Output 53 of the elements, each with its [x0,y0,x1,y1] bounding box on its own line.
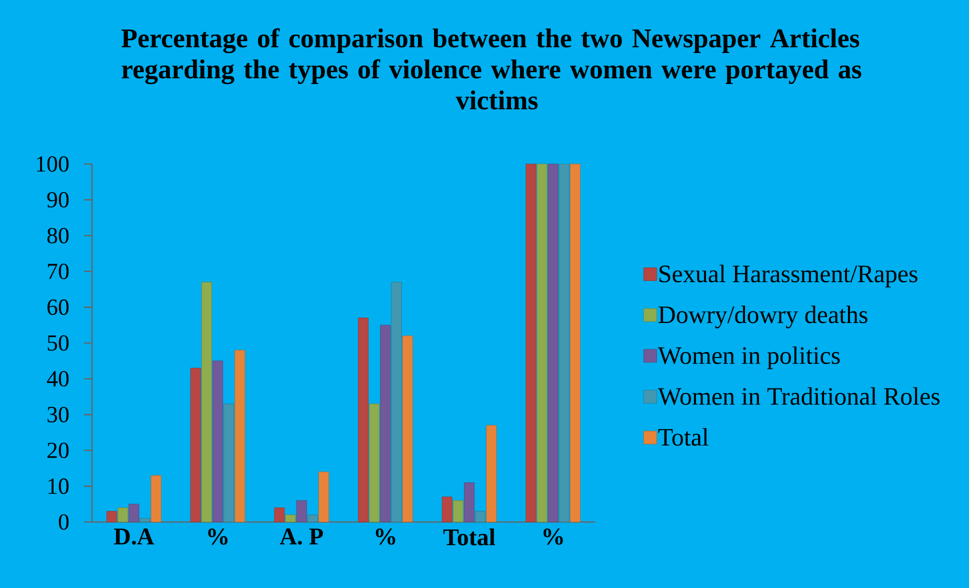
y-tick-label: 80 [47,228,69,244]
bar [106,511,118,522]
bar [526,164,536,522]
bar [570,164,580,522]
x-tick-label: A. P [280,528,323,545]
x-tick-label: D.A [114,528,154,545]
legend-label: Total [658,428,708,446]
bar [128,504,140,522]
bar [380,324,391,522]
bar [190,368,201,522]
bar [150,475,162,522]
y-tick-label: 40 [46,371,69,387]
x-tick-label: % [208,528,228,545]
bar [224,404,234,522]
bar [475,511,486,522]
bar [369,404,380,522]
y-tick-label: 70 [48,264,69,280]
y-tick-label: 30 [48,406,69,422]
bar [558,164,570,522]
bar [464,482,474,522]
x-tick-label: % [544,528,563,545]
y-tick-label: 20 [47,442,69,458]
bar [274,507,285,522]
chart-title: Percentage of comparison between the two Newspaper Articles regarding the types of violence where women were portayed as victims [121,28,862,110]
x-tick-label: Total [443,528,496,546]
bar [486,425,497,522]
legend-label: Dowry/dowry deaths [658,306,868,328]
bar [548,164,558,522]
x-tick-label: % [376,528,396,545]
bar [318,472,329,522]
bar [402,336,413,522]
bar [307,514,318,522]
y-tick-label: 10 [48,478,69,494]
bar [201,282,212,522]
y-tick-label: 60 [47,299,69,315]
bar [442,496,452,522]
legend-label: Sexual Harassment/Rapes [660,264,918,288]
y-tick-label: 100 [37,156,69,172]
bar [391,282,402,522]
bar [118,507,128,522]
y-tick-label: 50 [48,335,69,351]
bar [296,500,307,522]
y-tick-label: 90 [47,192,69,208]
bar [140,518,150,522]
legend-label: Women in politics [658,346,840,370]
y-tick-label: 0 [58,514,69,530]
bar [536,164,548,522]
bar [358,318,369,522]
bar [234,350,246,522]
bar [212,360,223,522]
legend-label: Women in Traditional Roles [658,387,940,406]
bar [452,500,464,522]
bar [285,514,296,522]
